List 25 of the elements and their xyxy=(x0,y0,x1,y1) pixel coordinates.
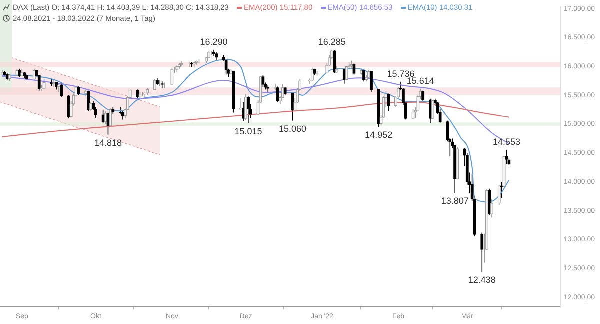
candlestick xyxy=(246,96,250,124)
line-series xyxy=(2,102,510,138)
candlestick xyxy=(387,93,390,112)
annotation: 13.807 xyxy=(441,196,469,206)
candlestick xyxy=(345,66,348,81)
candlestick xyxy=(266,84,270,92)
candlestick xyxy=(431,100,434,120)
annotation: 16.290 xyxy=(200,36,228,47)
annotation: 14.952 xyxy=(365,130,393,140)
candlestick xyxy=(42,78,46,90)
annotation: 12.438 xyxy=(468,275,496,286)
annotation: 15.060 xyxy=(278,124,306,134)
candlestick xyxy=(498,184,501,206)
candlestick xyxy=(190,62,194,68)
candlestick xyxy=(38,74,41,92)
candlestick xyxy=(224,59,228,76)
annotation: 16.285 xyxy=(318,37,346,48)
candlestick xyxy=(488,188,492,216)
annotation: 15.015 xyxy=(234,126,262,136)
candlestick xyxy=(490,198,494,218)
annotation: 14.553 xyxy=(492,137,521,148)
annotation: 14.818 xyxy=(94,138,122,148)
candlestick xyxy=(276,86,280,103)
candlestick xyxy=(87,90,90,112)
candlestick xyxy=(136,89,140,100)
